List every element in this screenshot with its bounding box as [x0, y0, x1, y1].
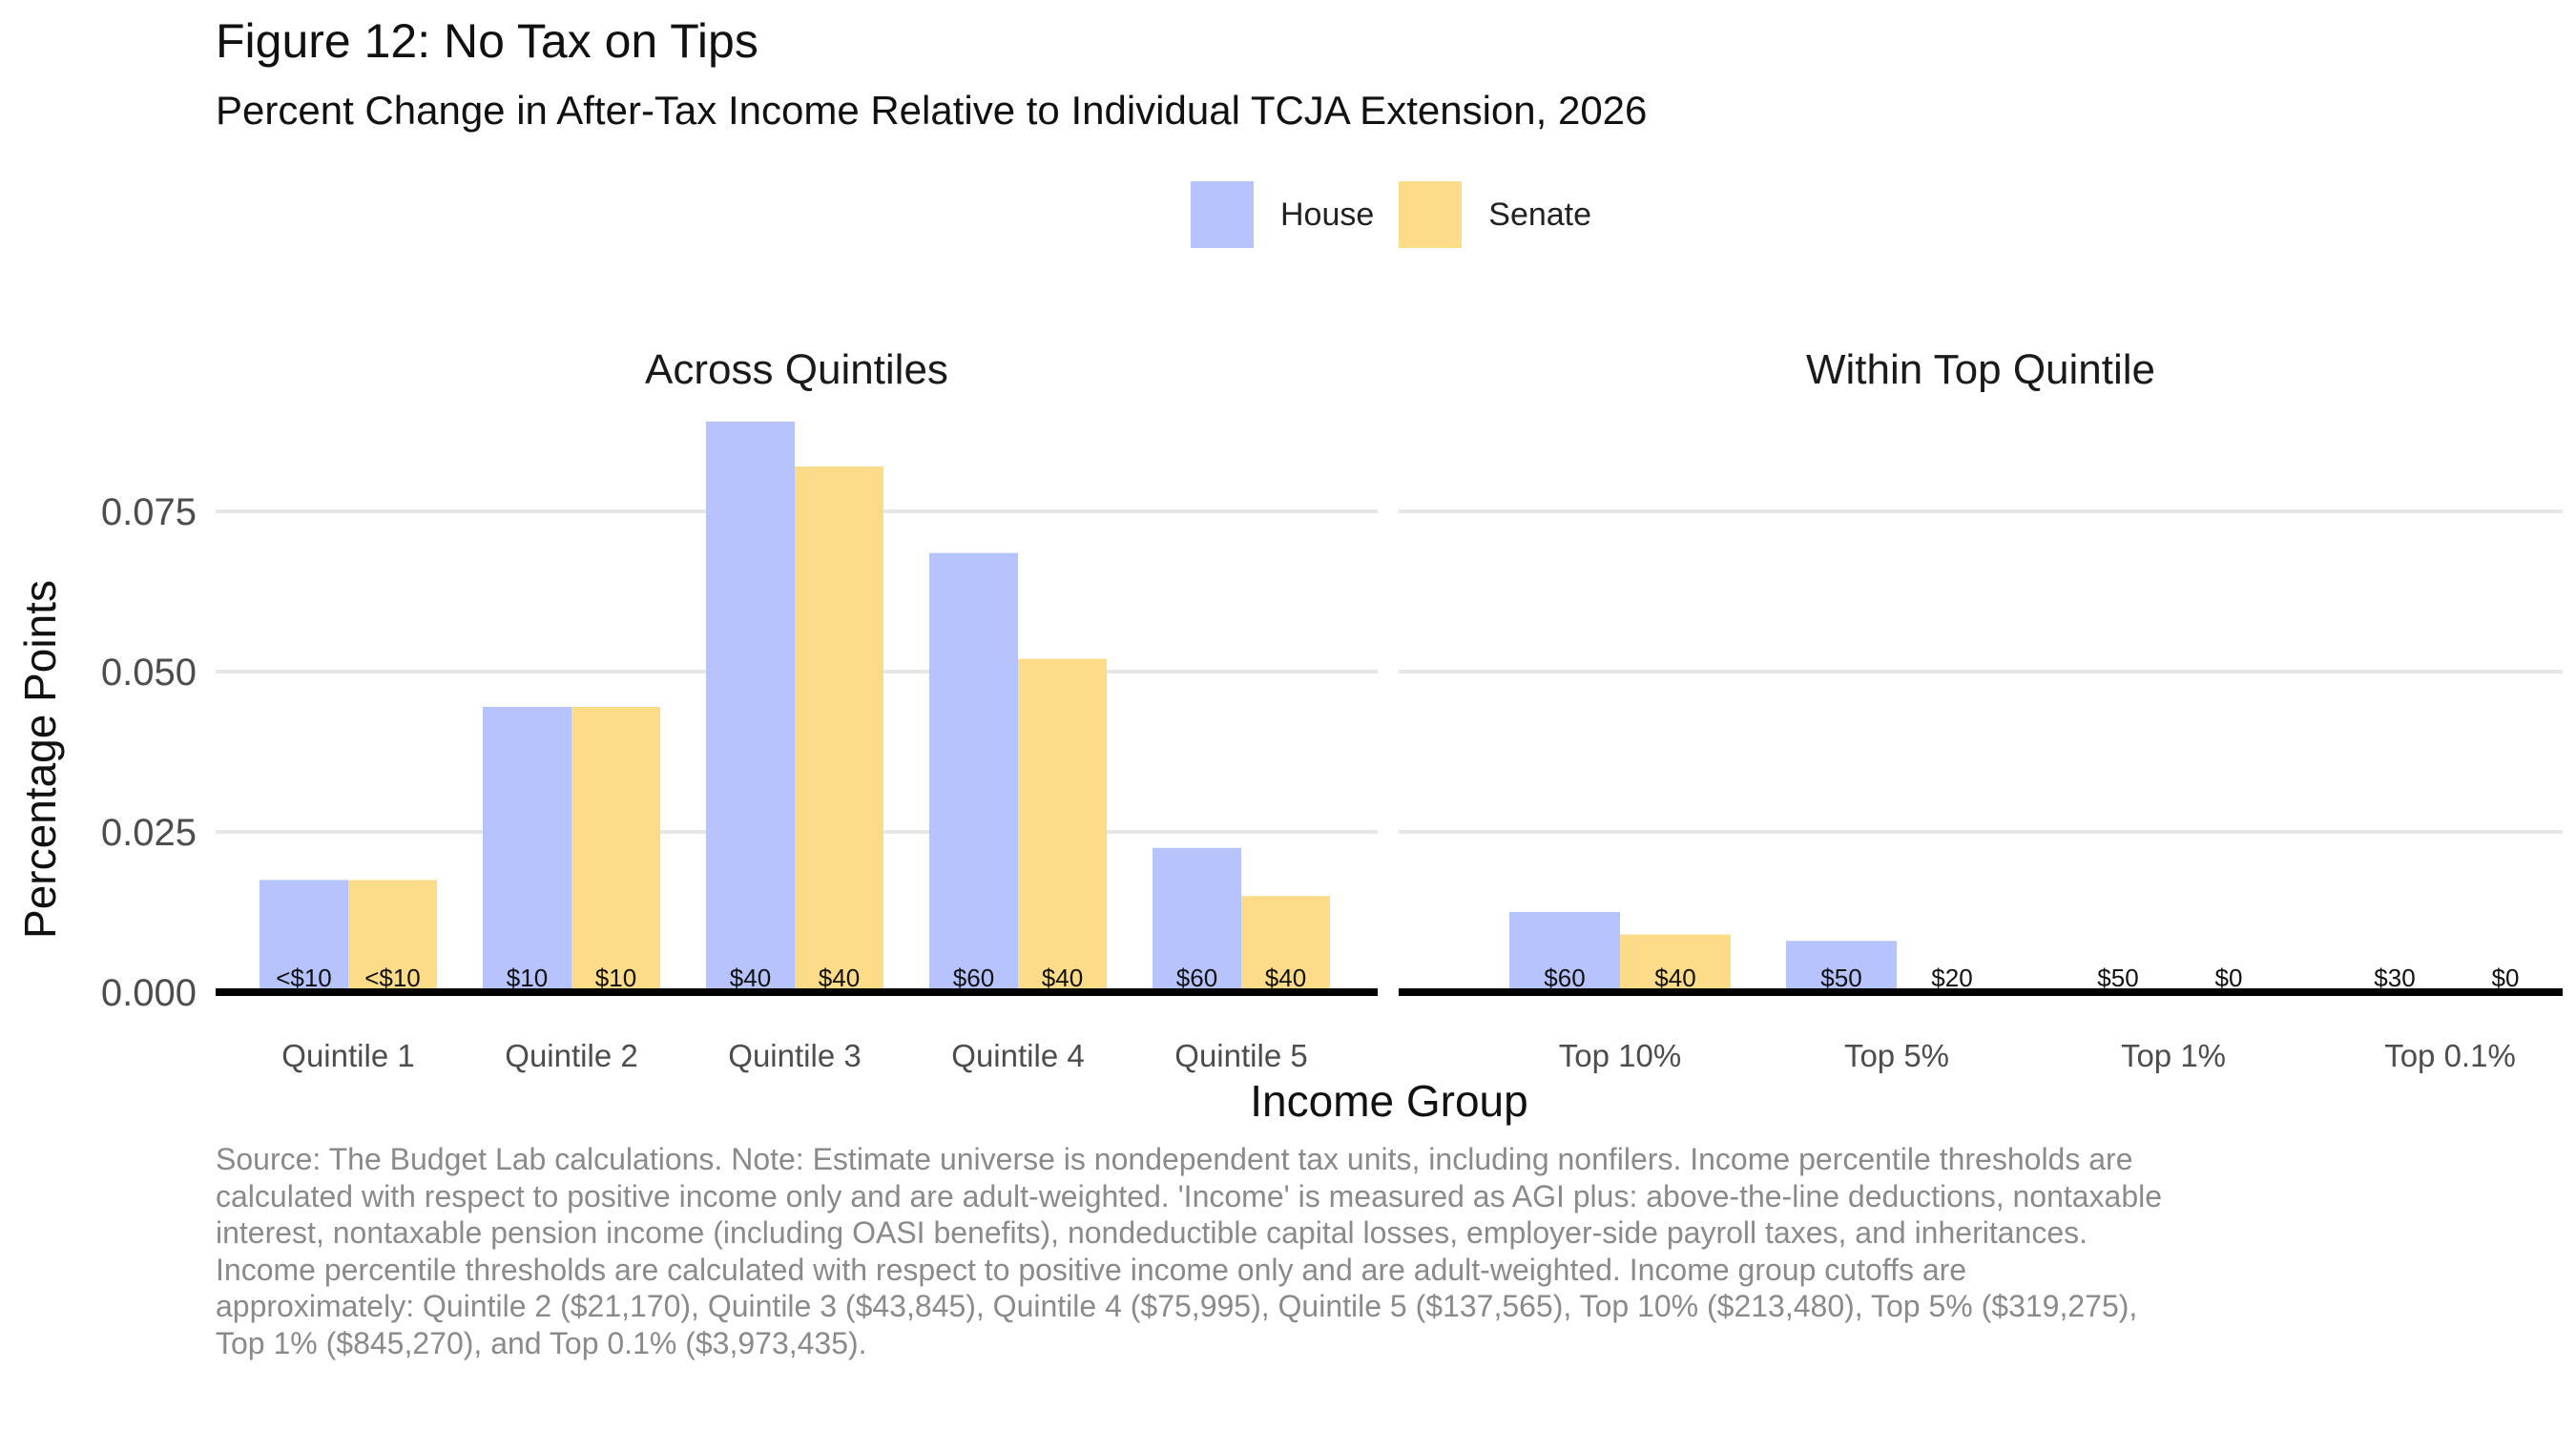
bar-label-house: $60 [1544, 964, 1585, 992]
x-tick-label: Quintile 2 [505, 1038, 637, 1073]
legend-swatch-house [1191, 181, 1254, 248]
bar-label-senate: $40 [1042, 964, 1083, 992]
bar-senate [1620, 934, 1731, 992]
bar-label-house: $60 [953, 964, 994, 992]
x-tick-label: Top 10% [1559, 1038, 1681, 1073]
bar-label-house: <$10 [276, 964, 332, 992]
x-tick-label: Quintile 3 [728, 1038, 861, 1073]
bar-house [706, 421, 795, 992]
x-tick-label: Top 0.1% [2384, 1038, 2516, 1073]
y-tick-label: 0.025 [101, 812, 197, 854]
bar-label-senate: $40 [1654, 964, 1695, 992]
bar-house [483, 706, 571, 992]
chart-subtitle: Percent Change in After-Tax Income Relat… [216, 88, 1648, 133]
y-axis-title: Percentage Points [15, 580, 65, 939]
bar-chart: 0.000 0.025 0.050 0.075 Across Quintiles <$10… [15, 346, 2563, 1126]
bar-house [1786, 941, 1897, 992]
x-tick-label: Quintile 5 [1174, 1038, 1307, 1073]
bar-senate [571, 706, 660, 992]
legend: House Senate [1191, 181, 1616, 248]
bar-label-senate: $20 [1931, 964, 1972, 992]
legend-label-house: House [1280, 196, 1375, 233]
x-tick-label: Top 1% [2121, 1038, 2226, 1073]
bar-label-house: $60 [1176, 964, 1217, 992]
legend-item-senate: Senate [1399, 181, 1591, 248]
panel-title: Across Quintiles [645, 346, 948, 393]
bar-label-house: $30 [2374, 964, 2415, 992]
x-tick-label: Top 5% [1844, 1038, 1949, 1073]
x-axis-title: Income Group [1250, 1076, 1527, 1126]
bar-house [1153, 847, 1241, 992]
bar-house [260, 880, 348, 992]
y-tick-label: 0.050 [101, 652, 197, 694]
chart-title: Figure 12: No Tax on Tips [216, 14, 758, 68]
footnote: Source: The Budget Lab calculations. Not… [216, 1142, 2163, 1360]
bar-senate [348, 880, 437, 992]
bar-label-senate: $40 [1265, 964, 1306, 992]
bar-label-senate: <$10 [364, 964, 421, 992]
y-tick-label: 0.075 [101, 491, 197, 533]
bar-label-house: $50 [1820, 964, 1861, 992]
bar-label-senate: $0 [2215, 964, 2243, 992]
panel-title: Within Top Quintile [1806, 346, 2155, 393]
bar-label-senate: $0 [2492, 964, 2520, 992]
bar-senate [795, 466, 883, 993]
bar-house [929, 552, 1018, 992]
bar-label-house: $10 [507, 964, 548, 992]
bar-house [1509, 912, 1620, 992]
bar-senate [1241, 896, 1330, 992]
x-tick-label: Quintile 4 [951, 1038, 1084, 1073]
legend-item-house: House [1191, 181, 1374, 248]
bar-label-house: $50 [2097, 964, 2138, 992]
y-tick-label: 0.000 [101, 972, 197, 1014]
legend-swatch-senate [1399, 181, 1463, 248]
x-tick-label: Quintile 1 [281, 1038, 414, 1073]
bar-label-house: $40 [730, 964, 771, 992]
bar-senate [1018, 658, 1107, 992]
legend-label-senate: Senate [1488, 196, 1592, 233]
bar-label-senate: $40 [819, 964, 860, 992]
bar-label-senate: $10 [595, 964, 636, 992]
